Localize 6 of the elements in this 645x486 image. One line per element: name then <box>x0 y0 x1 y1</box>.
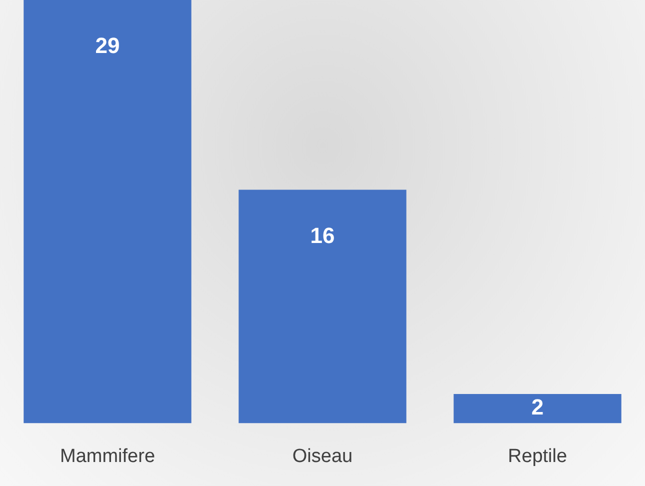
x-tick-label: Reptile <box>508 446 568 467</box>
x-tick-label: Mammifere <box>60 446 156 467</box>
x-tick-label: Oiseau <box>292 446 353 467</box>
data-label: 16 <box>310 222 335 248</box>
data-label: 29 <box>95 33 120 58</box>
data-label: 2 <box>531 394 544 420</box>
